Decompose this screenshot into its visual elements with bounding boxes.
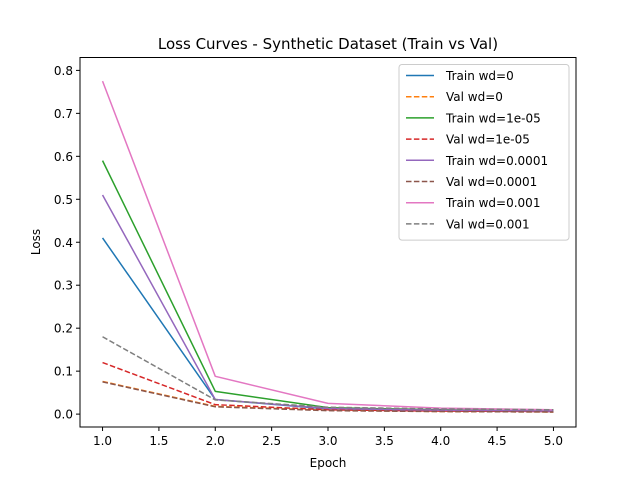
legend-label: Val wd=0.0001: [446, 175, 537, 189]
x-tick-label: 5.0: [544, 434, 563, 448]
series-line: [102, 361, 554, 413]
legend-label: Train wd=0.001: [445, 196, 540, 210]
series-line: [101, 237, 554, 413]
legend-box: [398, 64, 570, 241]
legend-label: Train wd=0.0001: [445, 154, 548, 168]
legend-label: Train wd=1e-05: [445, 111, 541, 125]
y-tick-label: 0.6: [54, 150, 73, 164]
legend-label: Val wd=0: [446, 90, 503, 104]
legend-label: Val wd=0.001: [446, 217, 530, 231]
x-axis-label: Epoch: [310, 456, 347, 470]
x-tick-label: 3.5: [375, 434, 394, 448]
x-axis: 1.0 1.5 2.0 2.5 3.0 3.5 4.0 4.5 5.0: [93, 427, 563, 448]
y-axis-label: Loss: [29, 229, 43, 255]
y-tick-label: 0.0: [54, 408, 73, 422]
series-line: [102, 336, 554, 411]
y-tick-label: 0.5: [54, 193, 73, 207]
legend: Train wd=0 Val wd=0 Train wd=1e-05 Val wd=1…: [398, 64, 570, 241]
x-tick-label: 2.0: [206, 434, 225, 448]
series-line: [101, 194, 554, 412]
x-tick-label: 1.5: [149, 434, 168, 448]
y-axis: 0.0 0.1 0.2 0.3 0.4 0.5 0.6 0.7 0.8: [54, 64, 80, 422]
y-tick-label: 0.2: [54, 322, 73, 336]
y-tick-label: 0.7: [54, 107, 73, 121]
y-tick-label: 0.1: [54, 365, 73, 379]
plot-lines: [101, 80, 554, 413]
legend-label: Val wd=1e-05: [446, 133, 530, 147]
y-tick-label: 0.3: [54, 279, 73, 293]
x-tick-label: 4.0: [431, 434, 450, 448]
chart-title: Loss Curves - Synthetic Dataset (Train v…: [158, 35, 498, 53]
legend-label: Train wd=0: [445, 69, 514, 83]
y-tick-label: 0.4: [54, 236, 73, 250]
x-tick-label: 4.5: [488, 434, 507, 448]
y-tick-label: 0.8: [54, 64, 73, 78]
x-tick-label: 3.0: [318, 434, 337, 448]
x-tick-label: 1.0: [93, 434, 112, 448]
x-tick-label: 2.5: [262, 434, 281, 448]
